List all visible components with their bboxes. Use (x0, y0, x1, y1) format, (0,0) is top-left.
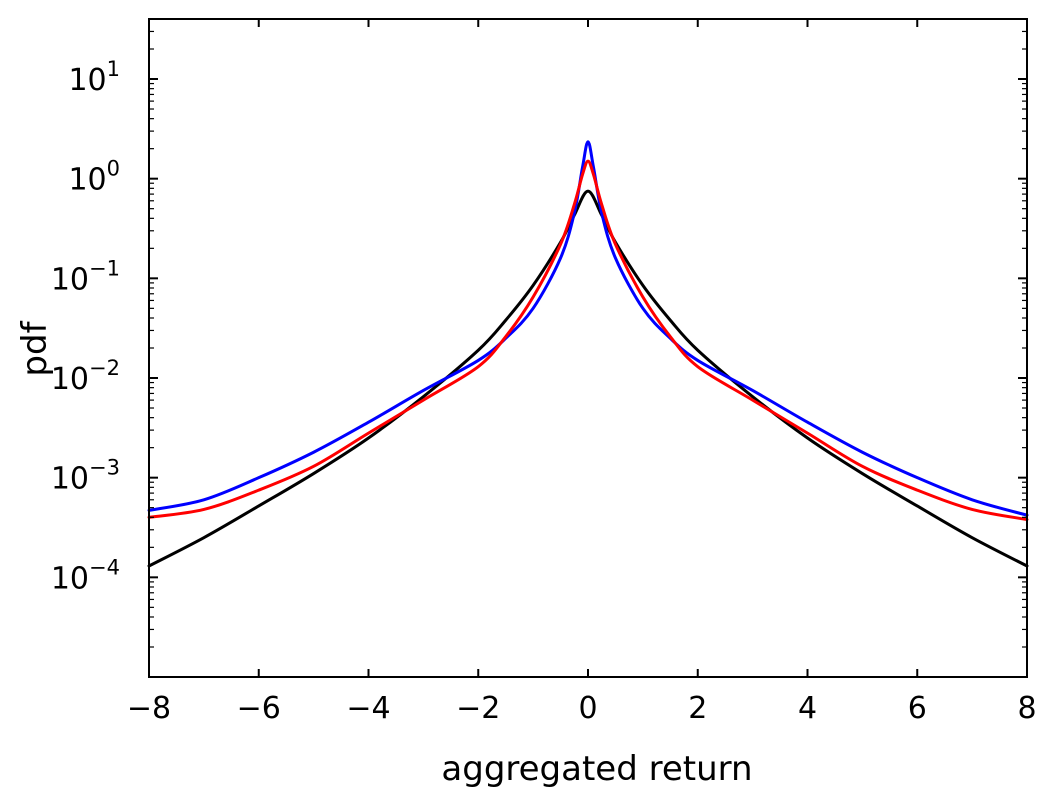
y-tick-base: 10 (68, 63, 106, 98)
plot-frame (148, 18, 1028, 678)
y-tick-exponent: 1 (107, 57, 120, 81)
y-tick-label: 10−1 (51, 256, 120, 297)
series-line-3 (147, 159, 1029, 522)
y-tick-base: 10 (51, 561, 89, 596)
y-tick-label: 10−3 (51, 456, 120, 497)
plot-area (149, 19, 1027, 677)
series-layer (147, 140, 1029, 568)
x-tick-label: −8 (127, 691, 171, 726)
y-tick-exponent: −1 (89, 256, 120, 280)
series-line-2 (147, 140, 1029, 517)
y-tick-exponent: 0 (107, 157, 120, 181)
y-axis-label: pdf (15, 320, 55, 376)
y-tick-exponent: −2 (89, 356, 120, 380)
y-tick-label: 10−2 (51, 356, 120, 397)
y-tick-label: 10−4 (51, 555, 120, 596)
x-tick-label: 6 (908, 691, 927, 726)
x-tick-label: −2 (456, 691, 500, 726)
x-axis-label: aggregated return (441, 749, 752, 789)
y-tick-base: 10 (51, 362, 89, 397)
x-tick-label: −4 (346, 691, 390, 726)
series-line-1 (147, 189, 1029, 568)
y-tick-base: 10 (51, 262, 89, 297)
y-tick-label: 101 (68, 57, 120, 98)
y-tick-label: 100 (68, 157, 120, 198)
x-tick-label: 0 (578, 691, 597, 726)
x-tick-label: −6 (237, 691, 281, 726)
x-tick-label: 4 (798, 691, 817, 726)
x-tick-label: 8 (1017, 691, 1036, 726)
y-tick-exponent: −3 (89, 456, 120, 480)
x-tick-label: 2 (688, 691, 707, 726)
y-tick-base: 10 (68, 163, 106, 198)
y-tick-base: 10 (51, 462, 89, 497)
y-tick-exponent: −4 (89, 555, 120, 579)
